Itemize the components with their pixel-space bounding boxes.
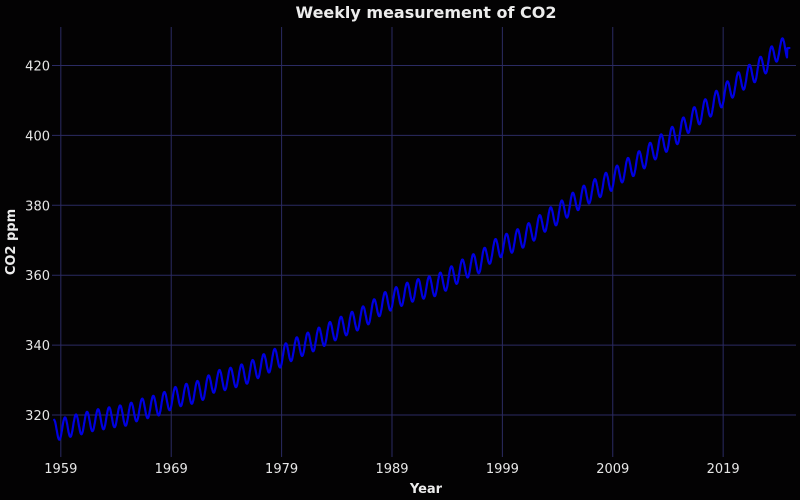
y-tick-labels: 320 340 360 380 400 420 xyxy=(25,59,50,424)
x-tick-label: 1979 xyxy=(265,462,298,477)
y-axis-label: CO2 ppm xyxy=(4,209,19,275)
series-layer xyxy=(53,37,791,441)
x-tick-label: 2019 xyxy=(707,462,740,477)
y-tick-label: 340 xyxy=(25,339,50,354)
x-tick-label: 1959 xyxy=(44,462,77,477)
y-tick-label: 320 xyxy=(25,409,50,424)
horizontal-gridlines xyxy=(52,64,796,416)
x-tick-label: 1989 xyxy=(375,462,408,477)
x-tick-label: 2009 xyxy=(596,462,629,477)
x-tick-label: 1999 xyxy=(486,462,519,477)
x-axis-label: Year xyxy=(409,482,443,497)
y-tick-label: 420 xyxy=(25,59,50,74)
co2-series-line xyxy=(53,37,791,441)
y-tick-label: 380 xyxy=(25,199,50,214)
chart-title: Weekly measurement of CO2 xyxy=(295,3,556,22)
x-tick-label: 1969 xyxy=(155,462,188,477)
x-tick-labels: 1959 1969 1979 1989 1999 2009 2019 xyxy=(44,462,739,477)
y-tick-label: 400 xyxy=(25,129,50,144)
y-tick-label: 360 xyxy=(25,269,50,284)
